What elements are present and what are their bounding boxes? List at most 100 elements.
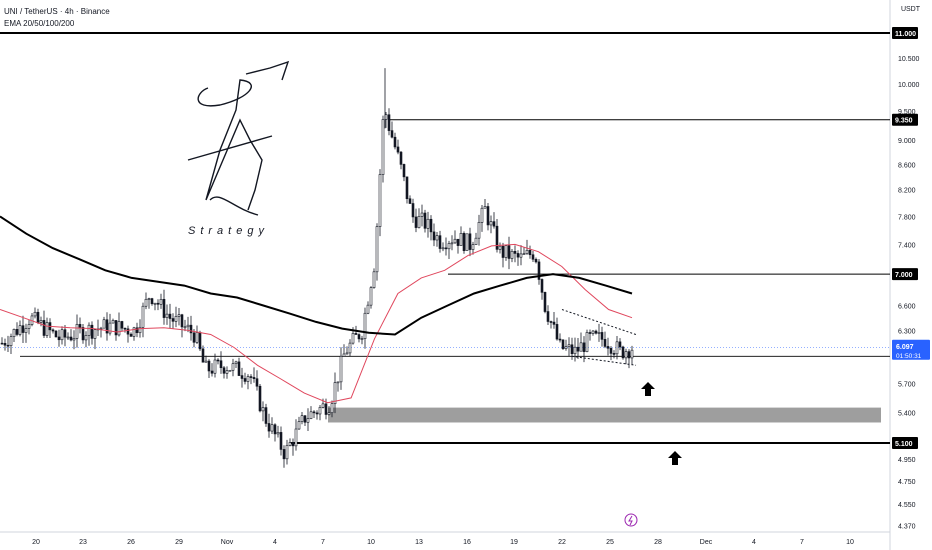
price-tick-label: 10.500 [898,56,920,63]
candle-body [444,247,448,250]
candle-body [477,222,481,239]
current-price-tag [892,339,930,360]
current-price-label: 6.097 [896,344,914,351]
candle-body [621,346,625,359]
candle-body [63,329,67,338]
candle-body [18,325,22,335]
time-tick-label: 23 [79,539,87,546]
candle-body [138,326,142,334]
price-axis[interactable]: 10.500 10.000 9.500 9.000 8.600 8.200 7.800 7.4… [892,27,930,530]
candle-body [294,428,298,447]
candle-body [327,412,331,415]
candle-body [354,333,358,335]
candle-body [330,403,334,413]
candle-body [348,342,352,354]
candle-body [441,247,445,250]
ema-lines [0,215,633,404]
candle-body [588,332,592,334]
candle-body [3,343,7,346]
candles [0,68,634,468]
candle-body [150,298,154,305]
candle-body [579,342,583,352]
candle-body [177,314,181,317]
candle-body [324,403,328,415]
candle-body [156,302,160,305]
price-tick-label: 6.600 [898,303,916,310]
candle-body [462,233,466,251]
candle-body [279,432,283,450]
ema-black-line [0,215,633,336]
time-tick-label: 10 [846,539,854,546]
candle-body [372,271,376,288]
candle-body [207,360,211,372]
candle-body [549,321,553,323]
candle-body [531,254,535,260]
level-price-label: 9.350 [895,118,913,125]
indicator-label: EMA 20/50/100/200 [4,19,75,28]
candle-body [615,341,619,355]
candle-body [192,332,196,343]
logo-text: Strategy [188,225,269,237]
candle-body [39,320,43,323]
time-tick-label: 29 [175,539,183,546]
candle-body [240,375,244,379]
candle-body [435,235,439,241]
candle-body [75,324,79,339]
candle-body [414,216,418,228]
candle-body [336,381,340,384]
up-arrow-icon [668,451,682,465]
candle-body [210,370,214,374]
candle-body [288,442,292,446]
candle-body [111,320,115,324]
candle-body [543,292,547,312]
time-axis[interactable]: 20 23 26 29 Nov 4 7 10 13 16 19 22 25 28 Dec 4 7 10 [32,539,854,546]
candle-body [522,253,526,255]
level-price-label: 5.100 [895,441,913,448]
triangle-upper-trendline [561,309,637,336]
annotations [561,309,682,527]
candle-body [576,346,580,352]
candle-body [153,302,157,305]
support-zone-rect [328,407,881,423]
candle-body [81,327,85,341]
candle-body [570,344,574,355]
candle-body [582,342,586,352]
candle-body [429,218,433,233]
candle-body [141,305,145,328]
candle-body [357,334,361,340]
candle-body [306,418,310,423]
time-tick-label: 26 [127,539,135,546]
candle-body [33,311,37,317]
candle-body [405,176,409,200]
strategy-logo: Strategy [187,60,290,237]
time-tick-label: 16 [463,539,471,546]
candle-body [483,206,487,209]
candle-body [198,332,202,350]
candle-body [411,203,415,218]
candle-body [378,174,382,227]
candle-body [612,353,616,355]
price-tick-label: 10.000 [898,82,920,89]
candle-body [51,329,55,332]
level-price-tag [892,27,918,39]
candle-body [474,237,478,245]
price-tick-label: 9.000 [898,138,916,145]
candle-body [519,253,523,258]
candle-body [567,344,571,348]
candle-body [264,407,268,424]
candle-body [561,339,565,349]
price-tick-label: 7.400 [898,242,916,249]
candle-body [132,327,136,337]
logo-scribble [187,60,290,216]
candle-body [465,233,469,251]
candle-body [93,329,97,339]
candle-body [501,245,505,258]
candle-body [528,249,532,256]
time-tick-label: 7 [800,539,804,546]
level-price-tag [892,113,918,126]
candle-body [342,353,346,357]
candle-body [21,325,25,333]
candle-body [300,415,304,422]
